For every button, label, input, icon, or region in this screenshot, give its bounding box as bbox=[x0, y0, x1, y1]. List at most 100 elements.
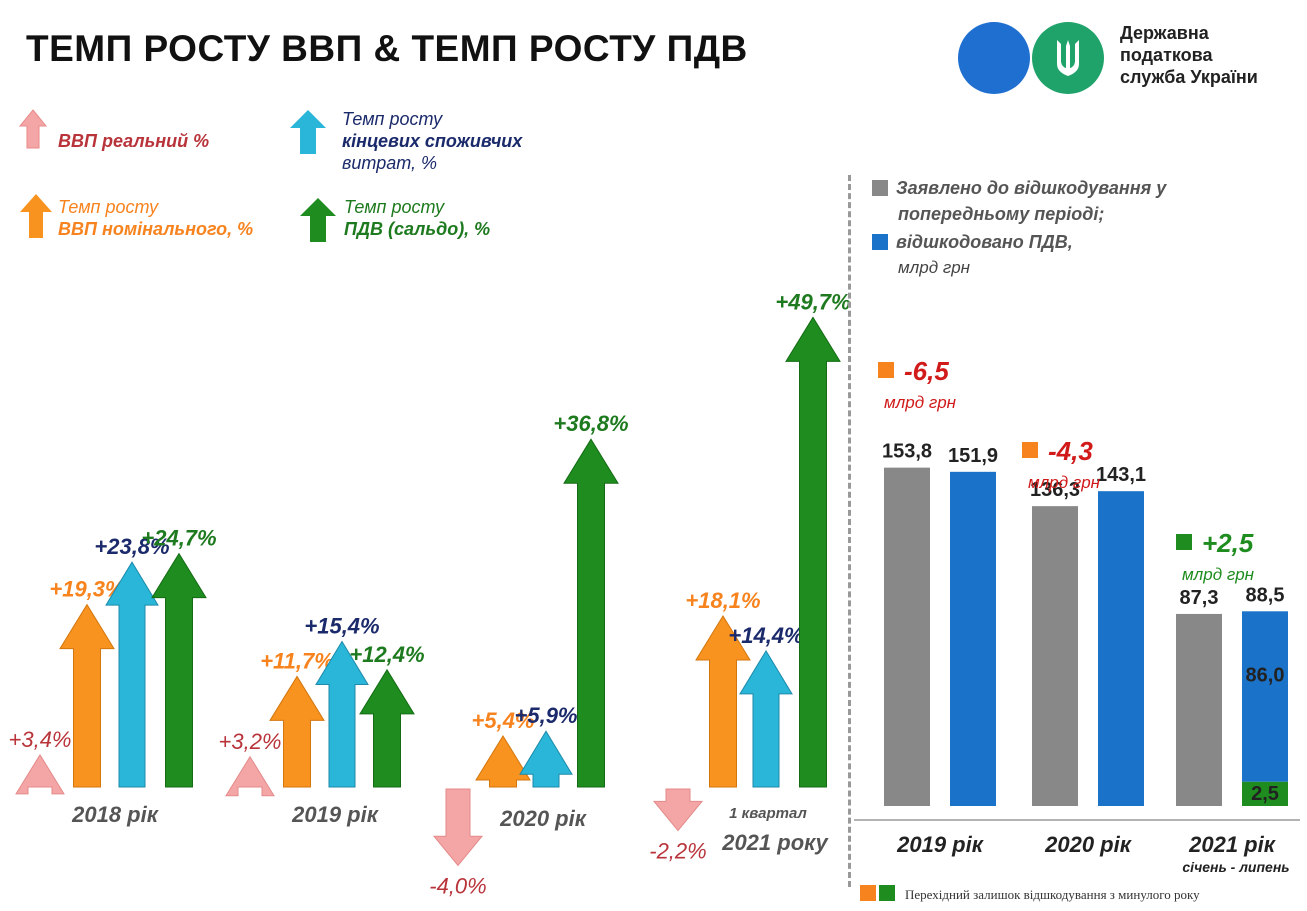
logo-text: Державна податкова служба України bbox=[1120, 22, 1258, 88]
nominal-gdp-legend-arrow-icon bbox=[20, 194, 52, 238]
footnote-text: Перехідний залишок відшкодування з минул… bbox=[905, 887, 1200, 902]
legend-vat-line2: ПДВ (сальдо), % bbox=[344, 219, 491, 239]
arrow-3-0 bbox=[151, 552, 207, 788]
bar-0-0 bbox=[884, 467, 930, 806]
arrow-1-2 bbox=[475, 735, 531, 788]
bar-label-1-0: 151,9 bbox=[948, 445, 998, 467]
bar-refunded-legacy-2021 bbox=[1242, 781, 1288, 806]
difference-value-1: -4,3 bbox=[1048, 436, 1093, 466]
arrow-label-1-3: +18,1% bbox=[685, 588, 760, 613]
arrow-label-0-1: +3,2% bbox=[219, 729, 282, 754]
arrow-0-1 bbox=[225, 755, 275, 797]
claimed-legend-swatch bbox=[872, 180, 888, 196]
arrow-2-2 bbox=[519, 730, 573, 788]
bar-refunded-main-label-2021: 86,0 bbox=[1246, 664, 1285, 686]
vat-legend-arrow-icon bbox=[300, 198, 336, 242]
difference-swatch-1 bbox=[1022, 442, 1038, 458]
bar-label-0-1: 136,3 bbox=[1030, 479, 1080, 501]
legend-vat: Темп росту ПДВ (сальдо), % bbox=[344, 196, 490, 240]
arrow-label-2-1: +15,4% bbox=[304, 613, 379, 638]
arrow-1-3 bbox=[695, 614, 751, 788]
bar-label-0-0: 153,8 bbox=[882, 441, 932, 463]
arrow-label-3-0: +24,7% bbox=[141, 526, 216, 551]
bar-category-1: 2020 рік bbox=[1044, 832, 1133, 857]
legend-claimed-line1: Заявлено до відшкодування у bbox=[896, 178, 1167, 198]
legend-nominal-gdp: Темп росту ВВП номінального, % bbox=[58, 196, 253, 240]
footnote-legend: Перехідний залишок відшкодування з минул… bbox=[860, 885, 1200, 903]
arrow-1-1 bbox=[269, 675, 325, 788]
arrow-label-1-2: +5,4% bbox=[472, 708, 535, 733]
bar-category-sub-2: січень - липень bbox=[1182, 859, 1289, 875]
difference-value-2: +2,5 bbox=[1202, 528, 1254, 558]
difference-value-0: -6,5 bbox=[904, 356, 949, 386]
difference-unit-0: млрд грн bbox=[884, 393, 957, 412]
logo-line-1: Державна bbox=[1120, 23, 1209, 43]
arrow-label-3-2: +36,8% bbox=[553, 411, 628, 436]
arrow-label-2-2: +5,9% bbox=[515, 703, 578, 728]
legend-consumer-line2: кінцевих споживчих bbox=[342, 131, 523, 151]
real-gdp-legend-arrow-icon bbox=[18, 109, 48, 149]
bar-1-0 bbox=[950, 471, 996, 806]
category-label-2018: 2018 рік bbox=[71, 802, 160, 827]
arrow-label-0-0: +3,4% bbox=[9, 727, 72, 752]
arrow-2-3 bbox=[739, 649, 793, 788]
legend-unit: млрд грн bbox=[898, 258, 971, 277]
arrow-label-1-1: +11,7% bbox=[260, 648, 334, 673]
chart-divider bbox=[848, 175, 851, 887]
arrow-label-3-3: +49,7% bbox=[775, 289, 850, 314]
arrow-3-2 bbox=[563, 438, 619, 788]
logo-blue-circle bbox=[958, 22, 1030, 94]
right-legend-refunded: відшкодовано ПДВ, bbox=[872, 232, 1073, 253]
bar-label-0-2: 87,3 bbox=[1180, 587, 1219, 609]
category-label-q1-line1: 1 квартал bbox=[729, 805, 807, 822]
category-label-2020: 2020 рік bbox=[499, 806, 588, 831]
arrow-0-0 bbox=[15, 753, 65, 795]
arrow-0-2 bbox=[432, 788, 484, 867]
legend-real-gdp: ВВП реальний % bbox=[58, 131, 210, 151]
tax-service-logo: Державна податкова служба України bbox=[958, 18, 1307, 98]
arrow-1-0 bbox=[59, 603, 115, 788]
arrow-label-0-3: -2,2% bbox=[649, 839, 706, 864]
refunded-legend-swatch bbox=[872, 234, 888, 250]
legacy-orange-swatch bbox=[860, 885, 876, 901]
bar-category-0: 2019 рік bbox=[896, 832, 985, 857]
bar-0-1 bbox=[1032, 506, 1078, 806]
difference-swatch-0 bbox=[878, 362, 894, 378]
vat-refund-chart: 153,8 151,9 2019 рік 136,3 143,1 2020 рік 87,3… bbox=[854, 356, 1300, 875]
legend-refunded: відшкодовано ПДВ, bbox=[896, 232, 1073, 252]
difference-unit-1: млрд грн bbox=[1028, 473, 1101, 492]
bar-label-1-2: 88,5 bbox=[1246, 584, 1285, 606]
difference-unit-2: млрд грн bbox=[1182, 565, 1255, 584]
bar-0-2 bbox=[1176, 613, 1222, 806]
bar-1-1 bbox=[1098, 491, 1144, 806]
legend-nominal-line2: ВВП номінального, % bbox=[58, 219, 254, 239]
arrow-0-3 bbox=[652, 788, 704, 832]
arrow-3-3 bbox=[785, 316, 841, 788]
legend-claimed-line2: попередньому періоді; bbox=[898, 204, 1105, 224]
right-legend-claimed: Заявлено до відшкодування у bbox=[872, 178, 1166, 199]
arrow-label-2-3: +14,4% bbox=[728, 623, 803, 648]
growth-arrows-chart: +3,4% +3,2%-4,0%-2,2%+19,3%+11,7%+5,4%+18… bbox=[9, 289, 851, 898]
arrow-2-0 bbox=[105, 561, 159, 788]
category-label-q1-line2: 2021 року bbox=[721, 830, 829, 855]
legend-vat-line1: Темп росту bbox=[344, 197, 445, 217]
bar-refunded-main-2021 bbox=[1242, 611, 1288, 782]
consumer-legend-arrow-icon bbox=[290, 110, 326, 154]
difference-swatch-2 bbox=[1176, 534, 1192, 550]
logo-line-2: податкова bbox=[1120, 45, 1213, 65]
arrow-3-1 bbox=[359, 668, 415, 788]
bar-refunded-legacy-label-2021: 2,5 bbox=[1251, 783, 1279, 805]
legend-consumer: Темп росту кінцевих споживчих витрат, % bbox=[342, 108, 522, 174]
bar-category-2: 2021 рік bbox=[1188, 832, 1277, 857]
legend-consumer-line3: витрат, % bbox=[342, 153, 438, 173]
arrow-label-0-2: -4,0% bbox=[429, 873, 486, 898]
logo-line-3: служба України bbox=[1120, 67, 1258, 87]
arrow-label-3-1: +12,4% bbox=[349, 642, 424, 667]
page-title: ТЕМП РОСТУ ВВП & ТЕМП РОСТУ ПДВ bbox=[26, 28, 748, 69]
bar-label-1-1: 143,1 bbox=[1096, 464, 1146, 486]
trident-emblem-icon bbox=[1057, 40, 1079, 76]
legend-nominal-line1: Темп росту bbox=[58, 197, 159, 217]
category-label-2019: 2019 рік bbox=[291, 802, 380, 827]
legacy-green-swatch bbox=[879, 885, 895, 901]
legend-consumer-line1: Темп росту bbox=[342, 109, 443, 129]
